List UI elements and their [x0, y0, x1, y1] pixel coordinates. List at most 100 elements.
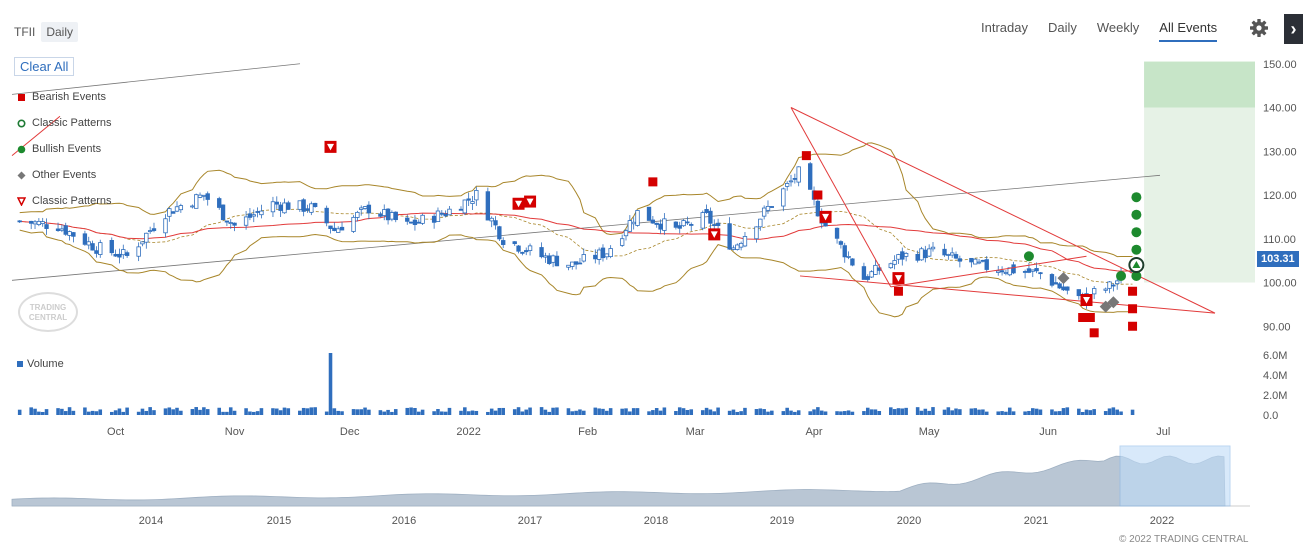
volume-bar	[355, 409, 360, 415]
legend-item[interactable]: Bullish Events	[17, 136, 111, 162]
volume-bar	[570, 411, 575, 415]
bullish-event-marker	[1131, 209, 1142, 220]
target-zone-upper	[1144, 61, 1255, 108]
candle	[900, 251, 905, 260]
volume-bar	[597, 408, 601, 415]
candle	[608, 248, 613, 257]
candle	[297, 200, 302, 210]
candle	[124, 252, 130, 256]
candle	[969, 257, 974, 263]
volume-bar	[923, 408, 928, 415]
volume-bar	[359, 409, 363, 415]
candle	[976, 261, 982, 264]
candle	[1003, 272, 1009, 274]
candle	[1076, 289, 1082, 297]
volume-bar	[60, 408, 64, 415]
volume-bar	[796, 410, 801, 415]
volume-bar	[179, 410, 183, 415]
candle	[470, 201, 475, 204]
candle	[1038, 272, 1043, 275]
volume-bar	[202, 407, 206, 415]
tab-intraday[interactable]: Intraday	[981, 20, 1028, 35]
candle	[1034, 268, 1039, 272]
volume-bar	[493, 410, 498, 415]
candle	[520, 251, 525, 254]
volume-bar	[1054, 411, 1058, 415]
candle	[865, 276, 870, 280]
candle	[731, 247, 736, 250]
bullish-event-marker	[1116, 270, 1127, 281]
volume-bar	[37, 411, 41, 415]
y-tick-label: 130.00	[1263, 146, 1297, 158]
legend-item[interactable]: Classic Patterns	[17, 188, 111, 214]
volume-bar	[524, 409, 529, 415]
candle	[117, 253, 122, 258]
volume-bar	[466, 411, 471, 415]
candle	[393, 211, 398, 221]
candle	[109, 239, 114, 254]
candle	[82, 233, 88, 245]
candle	[443, 213, 448, 217]
candle	[1061, 286, 1066, 291]
legend-item[interactable]: Bearish Events	[17, 84, 111, 110]
candle	[243, 216, 249, 226]
candle	[462, 199, 468, 214]
volume-bar	[1080, 411, 1085, 415]
bearish-event-marker	[893, 286, 903, 296]
events-legend: Bearish Events Classic Patterns Bullish Ev…	[17, 84, 111, 214]
volume-bar	[1030, 408, 1035, 415]
clear-all-button[interactable]: Clear All	[14, 57, 75, 76]
volume-bar	[896, 408, 901, 415]
candle	[550, 255, 556, 263]
candle	[435, 210, 441, 222]
candle	[700, 212, 705, 229]
candle	[646, 206, 652, 221]
volume-bar	[1057, 411, 1062, 415]
volume-bar	[647, 411, 651, 415]
volume-bar	[842, 411, 847, 415]
volume-bar	[416, 411, 421, 415]
close-icon[interactable]: ›	[1284, 14, 1303, 44]
volume-bar	[501, 407, 505, 415]
legend-item[interactable]: Other Events	[17, 162, 111, 188]
candle	[761, 207, 767, 217]
tab-daily[interactable]: Daily	[1047, 20, 1077, 35]
volume-bar	[1038, 409, 1043, 415]
volume-bar	[766, 411, 770, 415]
y-tick-label: 110.00	[1263, 234, 1296, 246]
volume-bar	[819, 410, 824, 415]
tab-weekly[interactable]: Weekly	[1096, 20, 1140, 35]
candle	[923, 249, 928, 259]
candle	[808, 163, 813, 190]
ring-legend-icon	[17, 118, 26, 128]
candle	[94, 250, 99, 254]
candle	[282, 202, 287, 214]
candle	[197, 194, 203, 198]
volume-legend-swatch	[17, 361, 23, 367]
candle	[769, 206, 775, 208]
legend-item[interactable]: Classic Patterns	[17, 110, 111, 136]
volume-bar	[94, 411, 99, 415]
tab-all-events[interactable]: All Events	[1159, 20, 1218, 42]
candle	[673, 221, 679, 228]
volume-bar	[547, 411, 552, 415]
volume-bar	[1084, 409, 1089, 415]
candle	[1107, 281, 1112, 289]
volume-bar	[393, 409, 398, 415]
volume-bar	[190, 409, 195, 415]
candle	[121, 249, 126, 256]
candle	[627, 220, 633, 232]
volume-bar	[198, 409, 202, 415]
volume-bar	[1092, 409, 1096, 415]
volume-bar	[221, 411, 225, 415]
bearish-event-marker	[1085, 313, 1095, 322]
volume-bar	[497, 407, 502, 415]
candle	[278, 204, 283, 211]
gear-icon[interactable]	[1249, 18, 1269, 38]
volume-bar	[113, 410, 118, 415]
period-badge[interactable]: Daily	[41, 22, 78, 42]
y-tick-label: 100.00	[1263, 278, 1297, 290]
volume-bar	[1077, 408, 1081, 415]
candle	[919, 248, 924, 261]
